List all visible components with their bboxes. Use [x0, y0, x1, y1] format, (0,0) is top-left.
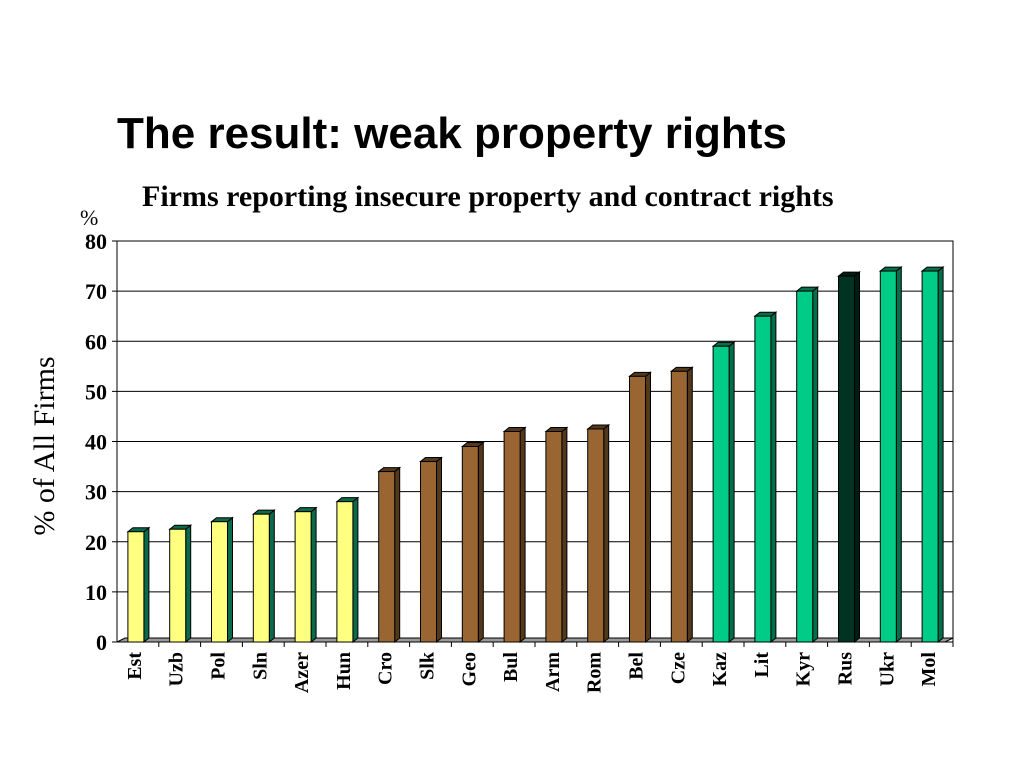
x-tick-label-est: Est — [124, 652, 146, 680]
x-tick-label-rom: Rom — [584, 652, 606, 693]
x-tick-label-mol: Mol — [918, 652, 940, 687]
y-tick-label: 50 — [85, 379, 107, 404]
bar-bel — [628, 371, 652, 644]
x-tick-label-bel: Bel — [626, 652, 648, 680]
y-tick-label: 10 — [85, 580, 107, 605]
bar-ukr — [878, 266, 903, 644]
x-tick-label-lit: Lit — [751, 652, 773, 678]
y-tick-label: 70 — [85, 279, 107, 304]
x-tick-label-geo: Geo — [458, 652, 480, 686]
chart-title: Firms reporting insecure property and co… — [142, 180, 834, 213]
bar-hun — [335, 496, 360, 644]
x-tick-label-sln: Sln — [249, 652, 271, 680]
x-tick-label-uzb: Uzb — [166, 652, 188, 686]
x-tick-label-rus: Rus — [835, 652, 857, 686]
bar-uzb — [168, 524, 193, 644]
x-tick-label-kyr: Kyr — [793, 652, 815, 687]
bar-mol — [920, 266, 945, 644]
x-tick-label-pol: Pol — [208, 652, 230, 680]
x-tick-label-kaz: Kaz — [709, 652, 731, 687]
bar-geo — [460, 441, 485, 644]
y-tick-label: 30 — [85, 480, 107, 505]
x-tick-label-hun: Hun — [333, 652, 355, 690]
slide-title: The result: weak property rights — [117, 109, 787, 158]
bar-cro — [377, 466, 402, 644]
x-tick-label-bul: Bul — [500, 652, 522, 682]
bar-sln — [251, 509, 276, 644]
y-tick-label: 80 — [85, 229, 107, 254]
bar-est — [126, 526, 151, 644]
bar-bul — [502, 426, 527, 644]
bar-rus — [837, 271, 861, 644]
bar-azer — [293, 506, 318, 644]
bar-lit — [753, 311, 778, 644]
bar-cze — [669, 366, 694, 644]
y-unit-label: % — [80, 205, 99, 230]
y-tick-label: 20 — [85, 530, 107, 555]
bar-pol — [210, 516, 234, 644]
bar-kyr — [795, 286, 820, 644]
bar-kaz — [711, 341, 736, 644]
x-tick-label-arm: Arm — [542, 652, 564, 692]
x-tick-label-slk: Slk — [417, 651, 439, 680]
x-tick-label-ukr: Ukr — [876, 652, 898, 687]
bar-slk — [419, 456, 443, 644]
x-tick-label-cze: Cze — [667, 652, 689, 684]
x-tick-label-azer: Azer — [291, 652, 313, 693]
y-tick-label: 40 — [85, 430, 107, 455]
bar-arm — [544, 426, 569, 644]
bar-rom — [586, 423, 611, 644]
y-tick-label: 60 — [85, 329, 107, 354]
y-tick-label: 0 — [96, 630, 107, 655]
chart-floor — [116, 637, 954, 643]
x-tick-label-cro: Cro — [375, 652, 397, 685]
